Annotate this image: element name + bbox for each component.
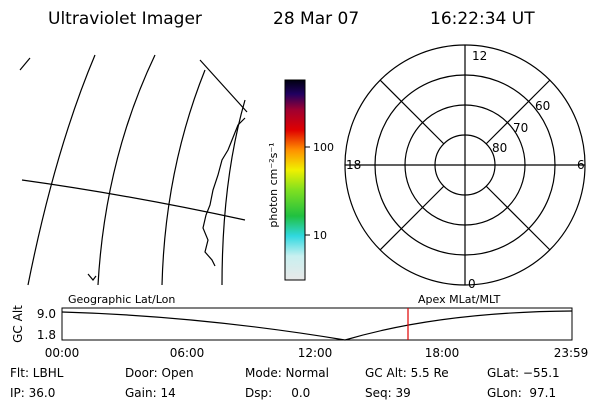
info-field: GC Alt: 5.5 Re	[365, 366, 449, 380]
lat-label: 80	[492, 141, 507, 155]
timeline-x-label: 12:00	[298, 346, 333, 360]
lat-label: 60	[535, 99, 550, 113]
info-field: GLon: 97.1	[487, 386, 556, 400]
info-field: GLat: −55.1	[487, 366, 560, 380]
info-field: Door: Open	[125, 366, 194, 380]
info-field: IP: 36.0	[10, 386, 55, 400]
date: 28 Mar 07	[273, 9, 359, 29]
hour-label: 18	[346, 158, 361, 172]
info-field: Mode: Normal	[245, 366, 329, 380]
timeline-x-label: 06:00	[170, 346, 205, 360]
timeline-x-label: 00:00	[45, 346, 80, 360]
time: 16:22:34 UT	[430, 9, 535, 29]
info-field: Seq: 39	[365, 386, 411, 400]
info-field: Flt: LBHL	[10, 366, 64, 380]
timeline-x-label: 18:00	[425, 346, 460, 360]
map	[19, 54, 248, 286]
title: Ultraviolet Imager	[48, 9, 202, 29]
hour-label: 6	[577, 158, 585, 172]
polar-grid	[344, 44, 586, 286]
colorbar	[284, 79, 306, 281]
info-field: Gain: 14	[125, 386, 176, 400]
timeline-x-label: 23:59	[554, 346, 589, 360]
hour-label: 12	[472, 49, 487, 63]
timeline-left-label: Geographic Lat/Lon	[68, 293, 175, 306]
timeline-y-label: 9.0	[37, 307, 56, 321]
colorbar-tick-label: 10	[313, 229, 327, 242]
timeline-frame	[61, 307, 573, 341]
timeline-y-label: 1.8	[37, 328, 56, 342]
colorbar-tick-label: 100	[313, 141, 334, 154]
altitude-curve	[61, 310, 573, 341]
info-panel: Flt: LBHL Door: Open Mode: Normal GC Alt: 5…	[10, 366, 560, 400]
timeline-axis-label: GC Alt	[11, 305, 25, 343]
timeline-right-label: Apex MLat/MLT	[418, 293, 501, 306]
lat-label: 70	[513, 121, 528, 135]
info-field: Dsp: 0.0	[245, 386, 310, 400]
hour-label: 0	[468, 277, 476, 291]
colorbar-label: photon cm⁻²s⁻¹	[267, 142, 280, 227]
